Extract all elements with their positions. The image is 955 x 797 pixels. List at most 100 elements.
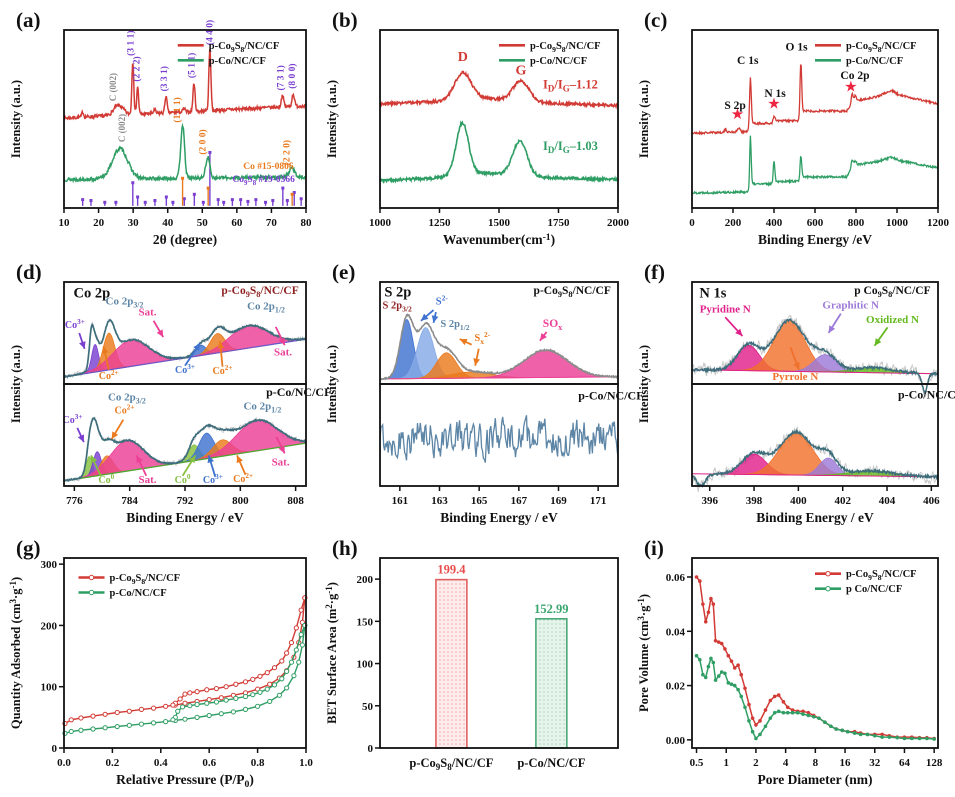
panel-b: (b) Intensity (a.u.) D G ID/IG–1.12 ID/IG–1.… bbox=[322, 6, 630, 252]
xrd-curve-p-co9s8 bbox=[63, 48, 307, 121]
y-tick-label: 200 bbox=[41, 620, 58, 632]
subplot-b-0: D G ID/IG–1.12 ID/IG–1.03 1000 1250 1500 1750 20… bbox=[369, 29, 630, 229]
y-tick-label: 200 bbox=[357, 574, 374, 586]
subplot-d-1: Co 2p3/2 p-Co/NC/CF Co 2p1/2 Co3+ Co2+ Co0 Sat… bbox=[63, 383, 331, 507]
annotation: S 2p1/2 bbox=[440, 319, 469, 332]
legend-label: p-Co/NC/CF bbox=[110, 588, 167, 599]
annotation: Co 2p bbox=[840, 70, 869, 82]
panel-h-tag: (h) bbox=[332, 536, 358, 560]
x-tick-label: 167 bbox=[511, 495, 528, 507]
panel-e-tag: (e) bbox=[332, 260, 356, 284]
legend-label: p-Co9S8/NC/CF bbox=[530, 41, 601, 54]
legend-label: p-Co/NC/CF bbox=[530, 56, 587, 67]
x-tick-label: 0.0 bbox=[57, 757, 71, 769]
plot-frame bbox=[63, 557, 307, 749]
plot-frame bbox=[691, 383, 939, 487]
x-tick-label: 50 bbox=[197, 217, 209, 229]
annotation: ID/IG–1.03 bbox=[543, 139, 598, 155]
panel-f: (f) Intensity (a.u.) N 1s p Co9S8/NC/CF Pyr… bbox=[634, 258, 955, 530]
annotation: ID/IG–1.12 bbox=[543, 78, 598, 94]
annotation: Oxidized N bbox=[866, 314, 919, 326]
plot-frame bbox=[379, 383, 619, 487]
co2p-fit-p-co9s8 bbox=[63, 318, 307, 379]
x-tick-label: 0.2 bbox=[106, 757, 120, 769]
legend: p-Co9S8/NC/CF p-Co/NC/CF bbox=[499, 41, 601, 67]
panel-i-plot: Pore Volume (cm3·g-1) 0.5 1 2 4 8 16 32 64 128 0.0… bbox=[636, 557, 943, 787]
y-tick-label: 300 bbox=[41, 559, 58, 571]
n1s-fit-p-co bbox=[691, 428, 939, 489]
legend: p-Co9S8/NC/CF p-Co/NC/CF bbox=[815, 41, 917, 67]
x-tick-label: 165 bbox=[471, 495, 488, 507]
annotation: (7 3 1) bbox=[276, 65, 287, 90]
panel-b-plot: Intensity (a.u.) D G ID/IG–1.12 ID/IG–1.03 10… bbox=[325, 29, 630, 247]
x-tick-label: 30 bbox=[128, 217, 140, 229]
x-tick-label: 1000 bbox=[369, 217, 392, 229]
x-tick-label: 200 bbox=[725, 217, 742, 229]
y-tick-label: 100 bbox=[357, 659, 374, 671]
panel-i-tag: (i) bbox=[644, 536, 664, 560]
x-tick-label: 2 bbox=[753, 757, 759, 769]
panel-g-tag: (g) bbox=[16, 536, 41, 560]
panel-d-plot: Intensity (a.u.) Co 2p p-Co9S8/NC/CF Co 2p3… bbox=[9, 281, 331, 525]
annotation: S 2p bbox=[724, 100, 745, 112]
legend-label: p-Co/NC/CF bbox=[846, 56, 903, 67]
x-tick-label: 64 bbox=[899, 757, 911, 769]
subplot-e-0: S 2p p-Co9S8/NC/CF S 2p3/2 S2- S 2p1/2 Sx2- SO… bbox=[379, 281, 619, 385]
x-tick-label: 404 bbox=[879, 495, 896, 507]
x-tick-label: 1500 bbox=[488, 217, 511, 229]
x-tick-label: 808 bbox=[287, 495, 304, 507]
y-tick-label: 0.06 bbox=[666, 572, 686, 584]
x-tick-label: 0 bbox=[689, 217, 695, 229]
annotation: S2- bbox=[436, 293, 449, 307]
x-tick-label: 776 bbox=[66, 495, 83, 507]
survey-curve-p-co bbox=[691, 135, 939, 196]
x-tick-label: 800 bbox=[232, 495, 249, 507]
raman-curve-p-co9s8 bbox=[379, 70, 619, 110]
x-tick-label: 161 bbox=[392, 495, 409, 507]
annotation: p Co9S8/NC/CF bbox=[854, 285, 930, 299]
annotation: Co 2p3/2 bbox=[106, 295, 144, 309]
annotation: (2 0 0) bbox=[198, 129, 209, 154]
x-tick-label: 792 bbox=[177, 495, 194, 507]
s2p-raw-p-co bbox=[379, 415, 619, 463]
panel-g-plot: Quantity Adsorbed (cm3·g-1)0.0 0.2 0.4 0.6 0… bbox=[8, 557, 313, 790]
x-tick-label: 1200 bbox=[927, 217, 950, 229]
y-tick-label: 100 bbox=[41, 682, 58, 694]
annotation: (2 2 0) bbox=[281, 140, 292, 165]
x-axis-title: Pore Diameter (nm) bbox=[758, 772, 873, 787]
annotation: Sx2- bbox=[474, 330, 490, 346]
x-tick-label: 784 bbox=[121, 495, 138, 507]
panel-a-tag: (a) bbox=[16, 8, 41, 32]
panel-c-tag: (c) bbox=[644, 8, 668, 32]
fit-baseline bbox=[63, 442, 307, 482]
bar-1 bbox=[535, 618, 568, 749]
annotation: (1 1 1) bbox=[172, 97, 183, 122]
y-axis-title: Intensity (a.u.) bbox=[637, 345, 651, 423]
panel-i: (i) Pore Volume (cm3·g-1) 0.5 1 2 4 8 16 32 64 12… bbox=[634, 534, 950, 792]
annotation: (3 1 1) bbox=[125, 30, 136, 55]
bar-category-label: p-Co/NC/CF bbox=[517, 756, 585, 770]
subplot-g-0: 0.0 0.2 0.4 0.6 0.8 1.0 0 100 200 300 p-Co9S8/NC/C… bbox=[41, 557, 313, 769]
psd-curve-p-co9s8 bbox=[695, 576, 935, 740]
legend-label: p-Co9S8/NC/CF bbox=[846, 41, 917, 54]
panel-a-plot: Intensity (a.u.) C (002) (3 1 1)(2 2 2) (3 … bbox=[9, 20, 313, 247]
x-tick-label: 398 bbox=[746, 495, 763, 507]
panel-e-plot: Intensity (a.u.) S 2p p-Co9S8/NC/CF S 2p3/2… bbox=[325, 281, 644, 525]
annotation: Co2+ bbox=[213, 364, 233, 377]
annotation: Sat. bbox=[138, 474, 156, 486]
subplot-i-0: 0.5 1 2 4 8 16 32 64 128 0.00 0.02 0.04 0.06 p-Co9S8/… bbox=[666, 557, 943, 769]
annotation: S 2p3/2 bbox=[383, 301, 412, 314]
y-axis-title: BET Surface Area (m2·g-1) bbox=[324, 582, 339, 724]
x-tick-label: 80 bbox=[301, 217, 313, 229]
x-tick-label: 70 bbox=[266, 217, 278, 229]
subplot-f-1: p-Co/NC/CF 396 398 400 402 404 406 bbox=[691, 383, 955, 507]
bar-value-label: 199.4 bbox=[437, 563, 466, 577]
x-axis-title: Binding Energy / eV bbox=[756, 510, 874, 525]
annotation: Co9S8 #19-0366 bbox=[232, 175, 295, 187]
x-tick-label: 400 bbox=[766, 217, 783, 229]
y-tick-label: 0.02 bbox=[666, 681, 686, 693]
annotation: Co 2p1/2 bbox=[247, 301, 285, 315]
n1s-fit-p-co9s8 bbox=[691, 318, 939, 395]
annotation: Co3+ bbox=[203, 473, 223, 486]
